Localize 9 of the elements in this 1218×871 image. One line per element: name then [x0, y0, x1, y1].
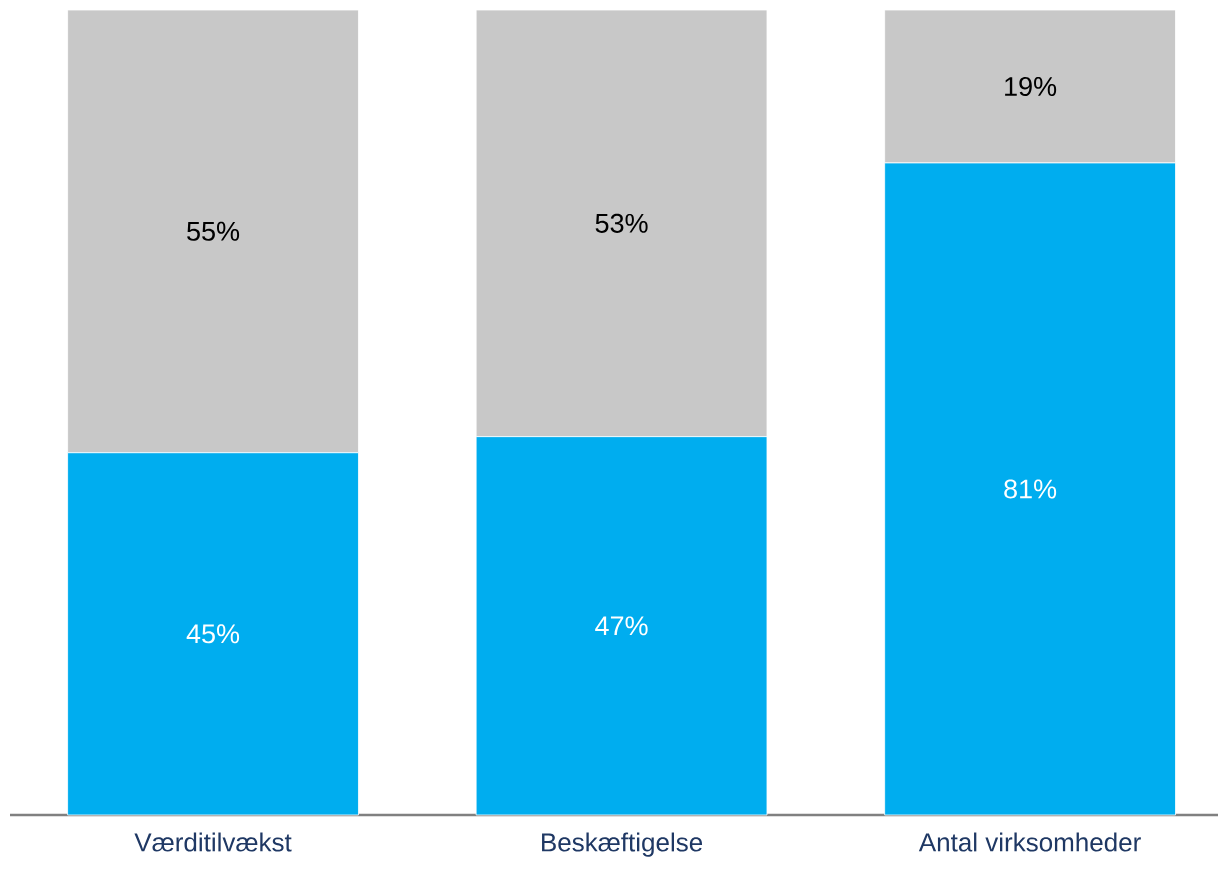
x-tick-label: Værditilvækst [134, 832, 292, 852]
data-label: 47% [595, 616, 648, 636]
data-label: 45% [186, 624, 240, 644]
data-label: 19% [1005, 76, 1057, 97]
data-label: 81% [1004, 479, 1057, 499]
data-label: 55% [187, 221, 240, 241]
x-tick-label: Beskæftigelse [542, 832, 703, 857]
data-label: 53% [595, 213, 648, 233]
x-tick-label: Antal virksomheder [918, 832, 1141, 852]
